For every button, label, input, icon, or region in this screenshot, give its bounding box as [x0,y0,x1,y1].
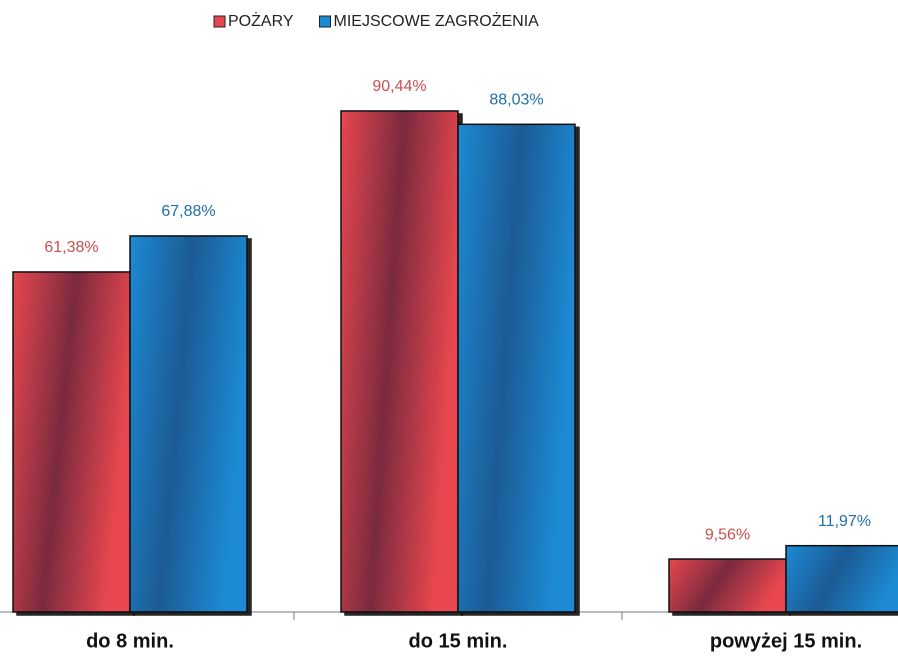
bar [668,558,787,613]
legend-label: MIEJSCOWE ZAGROŻENIA [334,11,540,30]
value-label: 90,44% [372,78,426,95]
x-tick-label: do 8 min. [86,630,174,652]
bar [340,110,459,613]
value-label: 67,88% [161,203,215,220]
value-label: 88,03% [489,92,543,109]
legend-swatch [319,15,331,28]
value-label: 11,97% [818,513,871,530]
bar [12,271,131,613]
value-label: 9,56% [705,526,750,543]
bar [785,544,898,613]
bar [457,123,576,613]
x-tick-label: powyżej 15 min. [710,630,862,652]
legend-swatch [213,15,226,28]
value-label: 61,38% [44,239,98,256]
bar [129,235,248,613]
x-tick-label: do 15 min. [409,630,508,652]
legend-label: POŻARY [228,11,294,30]
